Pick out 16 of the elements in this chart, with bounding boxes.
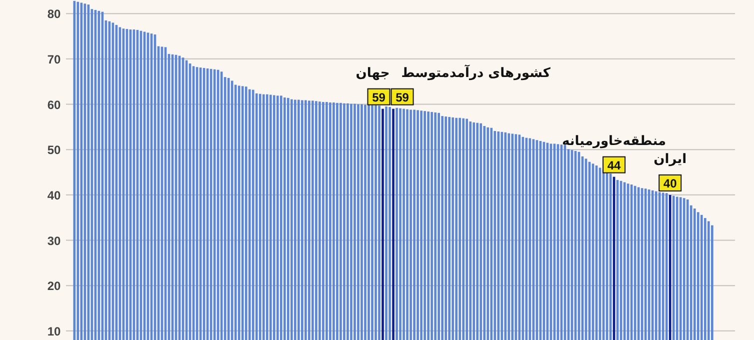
y-tick-label: 20 [47, 279, 61, 294]
y-tick-label: 30 [47, 234, 61, 248]
y-tick-label: 50 [47, 143, 61, 158]
data-label: 59 [396, 90, 410, 104]
data-label: 59 [372, 90, 386, 104]
annotation: منطقه‌خاورمیانه [562, 134, 666, 149]
annotation: جهان [356, 66, 390, 81]
y-tick-label: 60 [47, 98, 61, 112]
y-tick-label: 70 [47, 52, 61, 66]
data-label: 40 [663, 176, 678, 190]
y-tick-label: 40 [47, 188, 61, 202]
data-label: 44 [607, 158, 622, 172]
annotation: ایران [654, 152, 687, 167]
annotation: کشورهای درآمدمتوسط [401, 64, 551, 81]
y-tick-label: 10 [47, 324, 61, 338]
y-tick-label: 80 [47, 7, 61, 22]
